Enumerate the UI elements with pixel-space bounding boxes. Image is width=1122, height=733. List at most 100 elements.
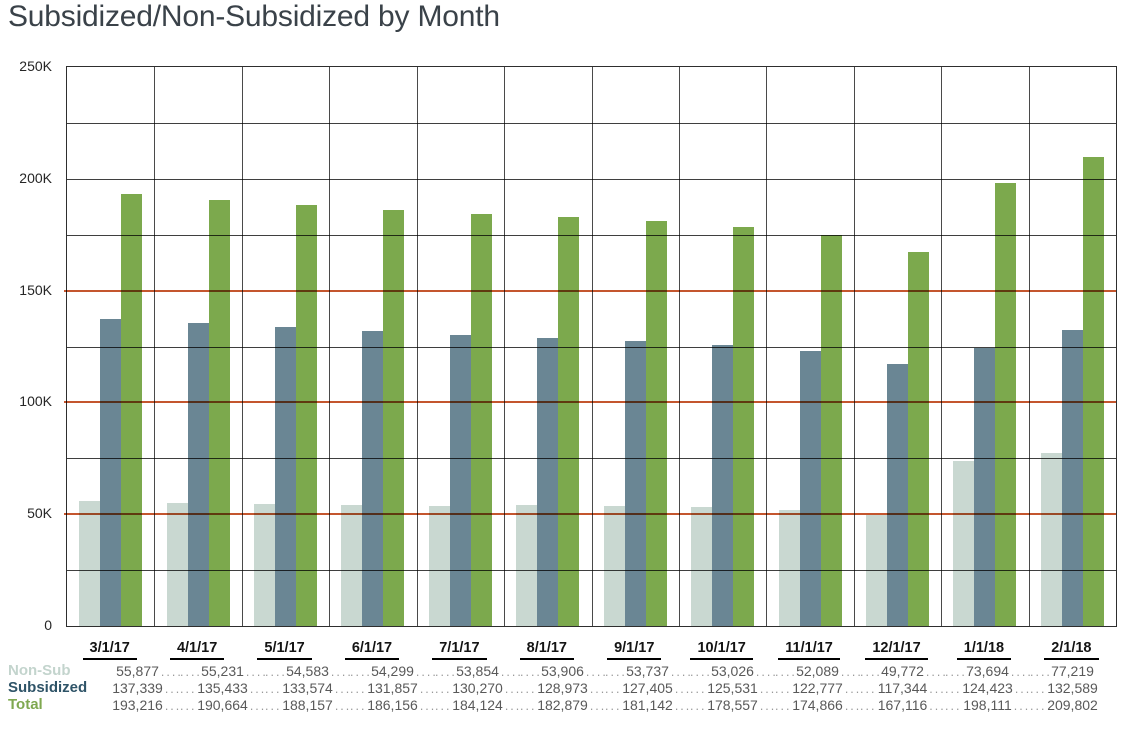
cell-value: 53,737: [626, 663, 669, 679]
leader-dots: [161, 664, 180, 680]
leader-dots: [505, 681, 520, 697]
bar-subsidized-6-1-17[interactable]: [362, 331, 384, 626]
bar-total-2-1-18[interactable]: [1082, 156, 1104, 626]
bar-subsidized-2-1-18[interactable]: [1061, 329, 1083, 626]
bar-subsidized-3-1-17[interactable]: [100, 318, 122, 626]
value-cell: 117,344: [860, 680, 945, 697]
bar-total-11-1-17[interactable]: [820, 235, 842, 626]
cell-value: 54,299: [371, 663, 414, 679]
value-cell: 125,531: [690, 680, 775, 697]
bar-total-4-1-17[interactable]: [208, 199, 230, 626]
bar-non-sub-3-1-17[interactable]: [79, 501, 101, 626]
date-label: 4/1/17: [169, 640, 225, 660]
leader-dots: [690, 698, 705, 714]
bar-subsidized-8-1-17[interactable]: [537, 337, 559, 626]
cell-value: 53,026: [711, 663, 754, 679]
bar-chart-plot-area: [64, 66, 1117, 627]
y-axis-tick-label: 100K: [19, 393, 52, 410]
value-cell: 167,116: [860, 697, 945, 714]
data-table: 3/1/17 4/1/17 5/1/17 6/1/17 7/1/17 8/1/17 9/1/…: [0, 639, 1122, 713]
gridline-horizontal: [67, 570, 1116, 572]
bar-subsidized-10-1-17[interactable]: [712, 345, 734, 626]
bar-subsidized-12-1-17[interactable]: [886, 363, 908, 626]
bar-group-9-1-17: [592, 67, 679, 626]
chart-title: Subsidized/Non-Subsidized by Month: [8, 0, 500, 33]
leader-dots: [756, 664, 775, 680]
value-cell: 122,777: [775, 680, 860, 697]
bar-non-sub-4-1-17[interactable]: [166, 502, 188, 626]
leader-dots: [250, 698, 265, 714]
bar-non-sub-7-1-17[interactable]: [428, 505, 450, 626]
bar-subsidized-9-1-17[interactable]: [624, 341, 646, 626]
bar-total-3-1-17[interactable]: [121, 193, 143, 626]
cell-value: 130,270: [452, 680, 503, 696]
bar-non-sub-1-1-18[interactable]: [953, 461, 975, 626]
bar-non-sub-2-1-18[interactable]: [1040, 453, 1062, 626]
bar-subsidized-5-1-17[interactable]: [275, 327, 297, 626]
reference-line-150,000: [64, 289, 1116, 292]
table-row-non-sub: Non-Sub 55,877 55,231 54,583 54,299 53,854 53,…: [0, 663, 1122, 680]
bar-non-sub-11-1-17[interactable]: [778, 509, 800, 626]
bar-subsidized-1-1-18[interactable]: [974, 347, 996, 626]
cell-value: 186,156: [367, 697, 418, 713]
leader-dots: [250, 681, 265, 697]
cell-value: 53,854: [456, 663, 499, 679]
value-cell: 77,219: [1030, 663, 1115, 680]
cell-value: 131,857: [367, 680, 418, 696]
value-cell: 135,433: [180, 680, 265, 697]
table-header-row: 3/1/17 4/1/17 5/1/17 6/1/17 7/1/17 8/1/17 9/1/…: [66, 639, 1115, 662]
leader-dots: [265, 664, 284, 680]
bar-total-5-1-17[interactable]: [296, 205, 318, 626]
row-values: 193,216 190,664 188,157 186,156 184,124 182,8…: [95, 697, 1115, 714]
bar-non-sub-6-1-17[interactable]: [341, 504, 363, 626]
gridline-horizontal: [67, 346, 1116, 348]
bar-subsidized-4-1-17[interactable]: [187, 323, 209, 626]
bar-group-12-1-17: [854, 67, 941, 626]
date-label: 10/1/17: [690, 640, 753, 660]
bar-group-4-1-17: [154, 67, 241, 626]
column-header-6-1-17: 6/1/17: [328, 639, 415, 660]
leader-dots: [760, 698, 775, 714]
leader-dots: [420, 698, 435, 714]
leader-dots: [1015, 681, 1030, 697]
bar-total-6-1-17[interactable]: [383, 209, 405, 626]
cell-value: 188,157: [282, 697, 333, 713]
value-cell: 178,557: [690, 697, 775, 714]
date-label: 2/1/18: [1044, 640, 1099, 660]
date-label: 12/1/17: [865, 640, 928, 660]
bar-total-1-1-18[interactable]: [995, 183, 1017, 626]
leader-dots: [505, 698, 520, 714]
bar-total-7-1-17[interactable]: [470, 214, 492, 626]
value-cell: 186,156: [350, 697, 435, 714]
leader-dots: [350, 681, 365, 697]
leader-dots: [605, 698, 620, 714]
bar-subsidized-7-1-17[interactable]: [449, 334, 471, 626]
value-cell: 124,423: [945, 680, 1030, 697]
cell-value: 127,405: [622, 680, 673, 696]
reference-line-50,000: [64, 513, 1116, 516]
leader-dots: [435, 664, 454, 680]
leader-dots: [586, 664, 605, 680]
bar-non-sub-10-1-17[interactable]: [691, 507, 713, 626]
bar-total-10-1-17[interactable]: [733, 226, 755, 626]
bar-non-sub-5-1-17[interactable]: [254, 503, 276, 626]
cell-value: 132,589: [1047, 680, 1098, 696]
column-header-3-1-17: 3/1/17: [66, 639, 153, 660]
value-cell: 54,583: [265, 663, 350, 680]
bar-non-sub-8-1-17[interactable]: [516, 505, 538, 626]
bar-total-9-1-17[interactable]: [645, 220, 667, 626]
leader-dots: [1030, 664, 1049, 680]
leader-dots: [520, 698, 535, 714]
table-row-total: Total 193,216 190,664 188,157 186,156 184,124…: [0, 697, 1122, 714]
bar-non-sub-9-1-17[interactable]: [603, 505, 625, 626]
leader-dots: [590, 681, 605, 697]
bar-total-8-1-17[interactable]: [558, 217, 580, 626]
value-cell: 193,216: [95, 697, 180, 714]
cell-value: 182,879: [537, 697, 588, 713]
bar-subsidized-11-1-17[interactable]: [799, 351, 821, 626]
bar-total-12-1-17[interactable]: [907, 252, 929, 626]
leader-dots: [180, 681, 195, 697]
leader-dots: [945, 698, 961, 714]
value-cell: 181,142: [605, 697, 690, 714]
